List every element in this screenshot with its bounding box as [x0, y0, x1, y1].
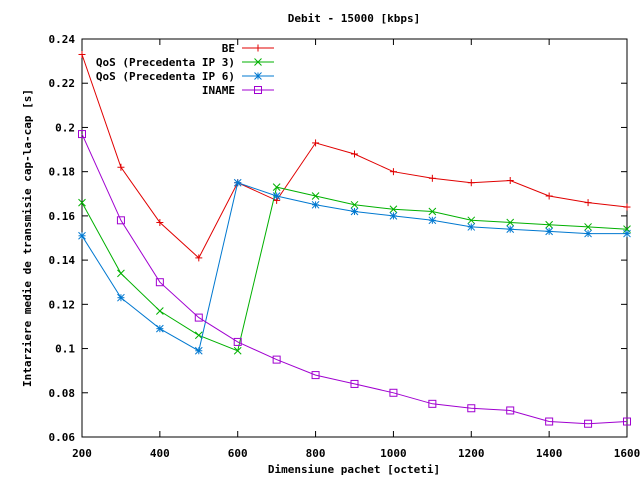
x-tick-label: 1600 — [614, 447, 640, 460]
chart-title: Debit - 15000 [kbps] — [288, 12, 420, 25]
data-point — [584, 199, 592, 207]
data-point — [506, 218, 515, 227]
data-point — [545, 417, 554, 426]
y-tick-label: 0.06 — [49, 431, 76, 444]
x-tick-label: 600 — [228, 447, 248, 460]
data-point — [623, 417, 631, 426]
data-point — [78, 231, 86, 240]
data-point — [233, 178, 242, 187]
y-tick-label: 0.22 — [49, 77, 76, 90]
legend-entry: BE — [222, 42, 274, 55]
data-point — [117, 269, 125, 278]
data-point — [389, 205, 398, 214]
data-point — [233, 346, 242, 355]
data-point — [351, 150, 358, 158]
data-point — [389, 212, 398, 220]
data-point — [545, 192, 553, 200]
series-2 — [78, 183, 631, 355]
data-point — [584, 419, 593, 428]
legend-label: QoS (Precedenta IP 6) — [96, 70, 235, 83]
data-point — [272, 183, 281, 191]
series-layer — [78, 50, 631, 428]
data-point — [623, 203, 631, 211]
legend-label: QoS (Precedenta IP 3) — [96, 56, 235, 69]
data-point — [350, 207, 359, 216]
legend-entry: INAME — [202, 84, 274, 97]
y-tick-label: 0.18 — [49, 166, 76, 179]
data-point — [623, 229, 631, 238]
data-point — [428, 174, 436, 182]
data-point — [545, 227, 553, 236]
data-point — [350, 200, 359, 209]
data-point — [233, 337, 242, 346]
x-axis-label: Dimensiune pachet [octeti] — [268, 463, 440, 476]
data-point — [156, 307, 164, 315]
data-point — [467, 216, 476, 225]
series-line — [81, 133, 628, 425]
data-point — [194, 331, 203, 340]
data-point — [78, 50, 86, 58]
data-point — [116, 216, 125, 225]
data-point — [272, 192, 281, 200]
y-tick-label: 0.14 — [49, 254, 76, 267]
series-line — [81, 182, 627, 352]
y-tick-label: 0.08 — [49, 387, 76, 400]
data-point — [117, 293, 125, 302]
data-point — [584, 229, 592, 238]
data-point — [156, 219, 164, 227]
data-point — [312, 139, 320, 147]
y-tick-label: 0.16 — [49, 210, 76, 223]
x-tick-label: 200 — [72, 447, 92, 460]
data-point — [311, 192, 320, 200]
data-point — [117, 163, 125, 171]
y-tick-label: 0.2 — [55, 121, 75, 134]
data-point — [272, 355, 281, 364]
y-tick-label: 0.24 — [49, 33, 76, 46]
x-tick-label: 1400 — [536, 447, 563, 460]
data-point — [194, 346, 203, 355]
x-tick-label: 1000 — [380, 447, 407, 460]
axes: 200 400 600 800 1000 1200 1400 1600 0.06 0.08 0.1 0… — [49, 33, 640, 460]
x-tick-label: 800 — [306, 447, 326, 460]
data-point — [350, 379, 359, 388]
data-point — [155, 278, 164, 287]
y-tick-label: 0.1 — [55, 343, 75, 356]
y-axis-label: Intarziere medie de transmisie cap-la-ca… — [21, 89, 34, 387]
data-point — [195, 254, 203, 262]
x-tick-label: 400 — [150, 447, 170, 460]
legend-label: BE — [222, 42, 235, 55]
data-point — [78, 130, 86, 139]
plot-frame — [81, 38, 628, 438]
data-point — [428, 207, 437, 216]
data-point — [428, 216, 437, 225]
x-tick-label: 1200 — [458, 447, 485, 460]
data-point — [311, 200, 320, 209]
data-point — [467, 179, 475, 187]
data-point — [584, 223, 592, 231]
data-point — [467, 404, 476, 413]
data-point — [78, 198, 86, 207]
y-tick-label: 0.12 — [49, 298, 76, 311]
data-point — [389, 388, 398, 397]
data-point — [311, 371, 320, 380]
data-point — [506, 177, 514, 185]
data-point — [467, 223, 476, 231]
legend-entry: QoS (Precedenta IP 3) — [96, 56, 274, 69]
series-3 — [78, 178, 631, 355]
data-point — [506, 225, 515, 234]
data-point — [506, 406, 515, 415]
data-point — [194, 313, 203, 322]
series-1 — [78, 50, 631, 262]
legend-entry: QoS (Precedenta IP 6) — [96, 70, 274, 83]
legend-label: INAME — [202, 84, 235, 97]
data-point — [428, 399, 437, 408]
series-4 — [78, 130, 631, 428]
data-point — [545, 220, 553, 229]
data-point — [389, 168, 397, 176]
data-point — [156, 324, 164, 333]
